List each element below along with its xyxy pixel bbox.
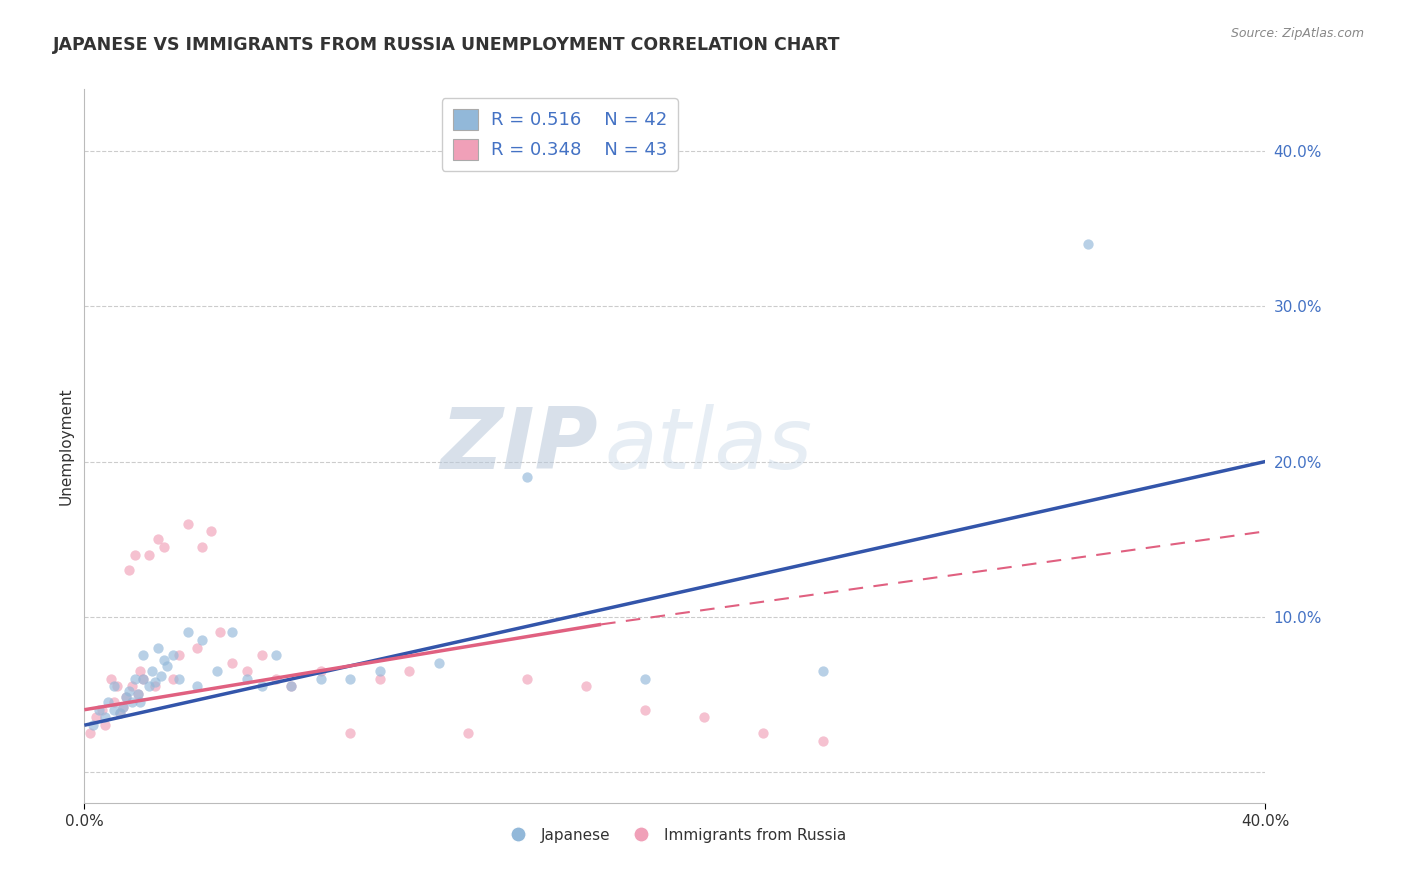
Point (118, 684, 141, 698)
Point (94, 718, 117, 732)
Point (121, 680, 143, 694)
Point (84, 710, 107, 724)
Point (236, 672, 259, 686)
Point (150, 668, 173, 682)
Point (97, 695, 120, 709)
Point (108, 706, 131, 720)
Point (118, 563, 141, 577)
Y-axis label: Unemployment: Unemployment (58, 387, 73, 505)
Point (153, 540, 176, 554)
Point (127, 687, 149, 701)
Point (368, 664, 391, 678)
Text: ZIP: ZIP (440, 404, 598, 488)
Point (516, 470, 538, 484)
Point (111, 699, 134, 714)
Point (186, 640, 208, 655)
Point (138, 680, 160, 694)
Point (186, 680, 208, 694)
Point (111, 699, 134, 714)
Point (103, 703, 125, 717)
Point (309, 664, 332, 678)
Point (266, 648, 288, 663)
Point (427, 656, 450, 670)
Point (141, 664, 163, 678)
Point (82, 718, 104, 732)
Point (250, 680, 273, 694)
Point (143, 674, 166, 689)
Point (94, 710, 117, 724)
Point (221, 656, 243, 670)
Point (398, 664, 420, 678)
Point (100, 672, 122, 686)
Point (457, 726, 479, 740)
Text: Source: ZipAtlas.com: Source: ZipAtlas.com (1230, 27, 1364, 40)
Point (167, 648, 190, 663)
Point (148, 640, 170, 655)
Point (91, 703, 114, 717)
Point (108, 706, 131, 720)
Point (575, 680, 598, 694)
Point (280, 680, 302, 694)
Point (103, 680, 125, 694)
Point (191, 632, 214, 647)
Point (124, 672, 146, 686)
Point (634, 703, 657, 717)
Point (339, 726, 361, 740)
Point (752, 726, 775, 740)
Text: atlas: atlas (605, 404, 813, 488)
Point (207, 664, 229, 678)
Point (114, 690, 136, 705)
Point (309, 672, 332, 686)
Point (200, 524, 222, 539)
Point (124, 548, 146, 562)
Point (177, 516, 200, 531)
Point (266, 672, 288, 686)
Point (114, 690, 136, 705)
Point (280, 680, 302, 694)
Point (177, 625, 200, 640)
Point (127, 687, 149, 701)
Point (87, 703, 111, 717)
Point (339, 672, 361, 686)
Point (148, 532, 170, 546)
Point (250, 648, 273, 663)
Point (162, 648, 184, 663)
Point (103, 695, 125, 709)
Point (368, 672, 391, 686)
Point (129, 664, 152, 678)
Point (167, 672, 190, 686)
Legend: Japanese, Immigrants from Russia: Japanese, Immigrants from Russia (496, 822, 853, 848)
Point (138, 548, 160, 562)
Point (156, 659, 179, 673)
Point (105, 680, 128, 694)
Point (191, 540, 214, 554)
Point (516, 672, 538, 686)
Point (1077, 237, 1099, 252)
Point (143, 680, 166, 694)
Point (811, 733, 834, 747)
Point (634, 672, 657, 686)
Point (693, 710, 716, 724)
Point (162, 672, 184, 686)
Point (132, 672, 155, 686)
Point (236, 664, 259, 678)
Point (129, 695, 152, 709)
Text: JAPANESE VS IMMIGRANTS FROM RUSSIA UNEMPLOYMENT CORRELATION CHART: JAPANESE VS IMMIGRANTS FROM RUSSIA UNEMP… (53, 36, 841, 54)
Point (132, 672, 155, 686)
Point (153, 653, 176, 667)
Point (811, 664, 834, 678)
Point (221, 625, 243, 640)
Point (209, 625, 232, 640)
Point (132, 648, 155, 663)
Point (121, 695, 143, 709)
Point (79, 726, 101, 740)
